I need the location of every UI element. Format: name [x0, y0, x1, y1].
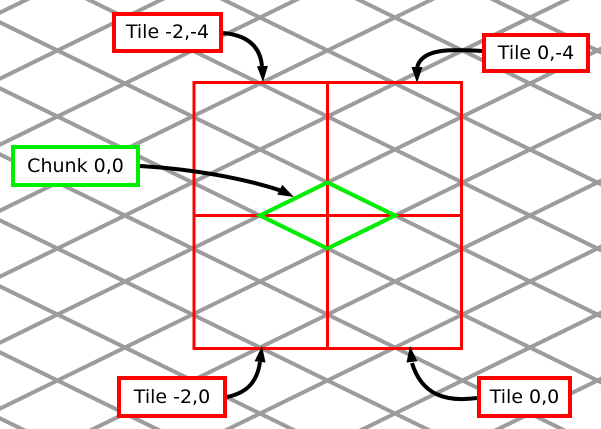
callout-arrow-curve [226, 361, 262, 399]
tile-0-m4-label-text: Tile 0,-4 [497, 41, 575, 64]
iso-grid-line [358, 310, 601, 429]
chunk-outline [255, 180, 400, 251]
chunk-diamond [255, 180, 400, 251]
iso-grid-line [0, 218, 432, 429]
iso-grid-line [0, 20, 601, 319]
callout-arrowhead [254, 346, 266, 363]
tile-grid-lines [192, 81, 463, 350]
callout-arrows [139, 31, 483, 402]
iso-grid-line [219, 0, 601, 187]
callout-arrow-curve [415, 48, 483, 69]
callout-arrowhead [406, 346, 418, 363]
callout-arrow-curve [410, 362, 478, 402]
tile-0-m4-label: Tile 0,-4 [482, 33, 590, 73]
tile-m2-0-label: Tile -2,0 [117, 376, 227, 418]
iso-grid-line [0, 0, 166, 81]
iso-grid-line [493, 376, 601, 429]
callout-arrowhead [411, 67, 423, 83]
callout-arrow-curve [222, 31, 264, 67]
callout-arrowhead [277, 184, 294, 197]
iso-grid-line [223, 244, 601, 429]
chunk-0-0-label: Chunk 0,0 [11, 145, 140, 187]
iso-grid-line [84, 0, 601, 253]
iso-grid-line [0, 0, 571, 279]
callout-arrowhead [256, 65, 268, 82]
iso-grid-line [0, 112, 601, 411]
tile-m2-0-label-text: Tile -2,0 [133, 385, 211, 408]
callout-arrow-curve [139, 164, 283, 193]
tile-m2-m4-label: Tile -2,-4 [112, 12, 223, 53]
tile-0-0-label-text: Tile 0,0 [489, 385, 560, 408]
iso-grid-line [489, 0, 601, 55]
tile-0-0-label: Tile 0,0 [477, 376, 572, 418]
tile-m2-m4-label-text: Tile -2,-4 [125, 21, 210, 43]
iso-grid-line [0, 0, 301, 147]
iso-grid-line [88, 178, 601, 429]
chunk-0-0-label-text: Chunk 0,0 [27, 154, 124, 177]
iso-grid-line [0, 284, 297, 429]
iso-grid-line [0, 350, 162, 429]
